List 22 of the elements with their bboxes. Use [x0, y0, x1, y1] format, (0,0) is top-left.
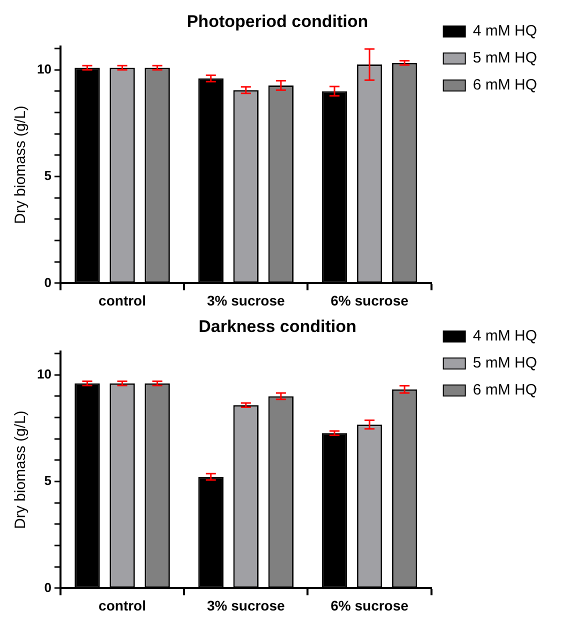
- legend-label: 6 mM HQ: [472, 382, 538, 399]
- legend-label: 4 mM HQ: [472, 22, 538, 40]
- x-tick-label: 3% sucrose: [206, 292, 286, 308]
- y-tick-label: 5: [44, 473, 52, 488]
- x-tick-label: 3% sucrose: [206, 597, 286, 614]
- chart-title: Darkness condition: [198, 316, 356, 336]
- x-tick-label: 6% sucrose: [330, 597, 409, 614]
- y-tick-label: 5: [44, 168, 52, 184]
- x-tick-label: control: [98, 292, 146, 308]
- y-axis-title: Dry biomass (g/L): [12, 106, 30, 224]
- y-axis-title: Dry biomass (g/L): [12, 410, 30, 529]
- y-tick-label: 10: [36, 366, 52, 382]
- y-tick-label: 10: [36, 61, 52, 76]
- legend-label: 5 mM HQ: [472, 354, 538, 372]
- y-tick-label: 0: [44, 580, 52, 595]
- legend-label: 5 mM HQ: [472, 50, 538, 67]
- x-tick-label: 6% sucrose: [330, 292, 409, 308]
- legend-label: 6 mM HQ: [472, 76, 538, 94]
- y-tick-label: 0: [44, 274, 52, 290]
- legend-label: 4 mM HQ: [472, 328, 538, 345]
- chart-title: Photoperiod condition: [186, 12, 368, 31]
- x-tick-label: control: [98, 597, 146, 614]
